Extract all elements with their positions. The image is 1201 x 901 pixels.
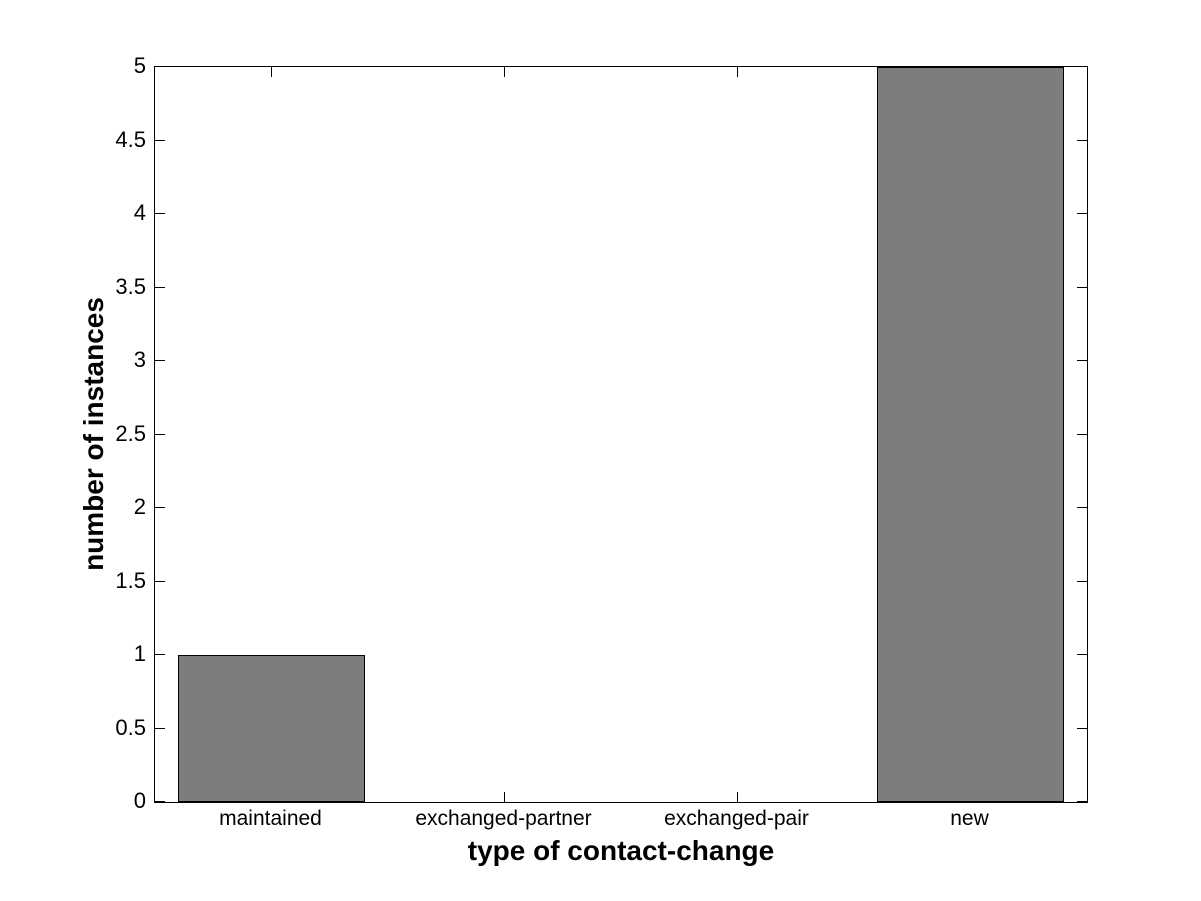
y-axis-tick-label: 1.5 [115, 567, 146, 593]
y-axis-tick-right [1077, 213, 1087, 214]
y-axis-tick-right [1077, 727, 1087, 729]
x-axis-title: type of contact-change [467, 835, 775, 866]
y-axis-tick-label: 5 [133, 53, 146, 78]
y-axis-tick-right [1077, 286, 1087, 288]
y-axis-tick-left [155, 580, 165, 582]
x-axis-tick-bottom [737, 792, 738, 802]
y-axis-tick-label: 3.5 [115, 273, 146, 299]
y-axis-tick-right [1077, 360, 1087, 361]
y-axis-tick-label: 3 [133, 347, 146, 372]
y-axis-tick-left [155, 139, 165, 141]
x-axis-tick-top [737, 67, 738, 77]
x-axis-tick-label-exchanged-pair: exchanged-pair [664, 807, 809, 830]
y-axis-title: number of instances [78, 297, 109, 571]
bar-maintained [178, 655, 365, 802]
y-axis-tick-right [1077, 580, 1087, 582]
y-axis-tick-label: 4 [133, 200, 146, 225]
x-axis-tick-bottom [504, 792, 505, 802]
y-axis-tick-label: 1 [133, 641, 146, 666]
y-axis-tick-left [155, 66, 165, 67]
y-axis-tick-right [1077, 66, 1087, 67]
y-axis-tick-label: 0.5 [115, 714, 146, 740]
y-axis-tick-left [155, 433, 165, 435]
y-axis-tick-label: 2 [133, 494, 146, 519]
x-axis-tick-top [504, 67, 505, 77]
y-axis-tick-left [155, 360, 165, 361]
y-axis-tick-label: 0 [133, 788, 146, 813]
y-axis-tick-left [155, 507, 165, 508]
y-axis-tick-left [155, 727, 165, 729]
y-axis-tick-right [1077, 433, 1087, 435]
x-axis-tick-label-exchanged-partner: exchanged-partner [415, 807, 592, 830]
y-axis-tick-left [155, 213, 165, 214]
y-axis-tick-label: 4.5 [115, 126, 146, 152]
y-axis-tick-right [1077, 507, 1087, 508]
plot-area [154, 66, 1088, 803]
y-axis-tick-left [155, 654, 165, 655]
y-axis-tick-label: 2.5 [115, 420, 146, 446]
x-axis-tick-label-maintained: maintained [219, 807, 322, 830]
y-axis-tick-right [1077, 801, 1087, 802]
x-axis-tick-label-new: new [950, 807, 989, 830]
y-axis-tick-right [1077, 654, 1087, 655]
x-axis-tick-top [271, 67, 272, 77]
y-axis-tick-left [155, 286, 165, 288]
y-axis-tick-right [1077, 139, 1087, 141]
bar-new [877, 67, 1064, 802]
y-axis-tick-left [155, 801, 165, 802]
